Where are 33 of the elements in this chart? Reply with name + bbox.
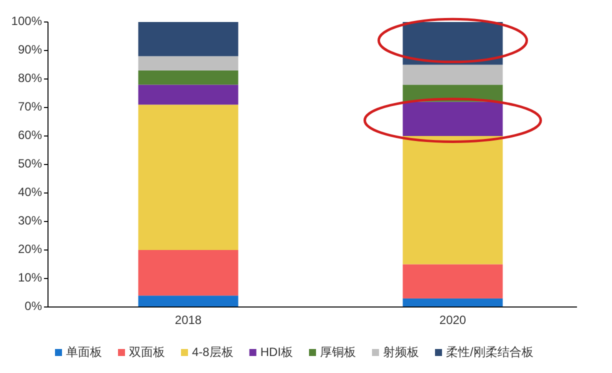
y-tick-label: 90% [18,42,42,57]
bar [138,22,238,56]
bar [402,102,503,136]
bar [138,56,238,70]
y-tick-label: 80% [18,71,42,86]
bar [138,250,238,296]
legend-label: 双面板 [129,345,165,360]
y-tick-label: 10% [18,270,42,285]
y-tick-label: 30% [18,214,42,228]
bar [402,298,503,307]
bar [402,64,503,85]
legend-label: 单面板 [66,345,102,360]
bar [138,104,238,250]
bar [402,22,503,65]
y-tick-label: 50% [18,156,42,171]
legend-label: 柔性/刚柔结合板 [446,345,534,360]
y-tick-label: 40% [18,185,42,200]
legend-label: 射频板 [383,345,420,360]
bar [402,136,503,264]
bar [402,264,503,298]
y-tick-label: 0% [24,299,42,314]
legend-label: 厚铜板 [320,345,356,360]
bar [138,84,238,105]
y-tick-label: 20% [18,242,42,256]
x-tick-label: 2018 [174,313,202,328]
bar [138,70,238,85]
legend-label: 4-8层板 [192,345,234,360]
y-tick-label: 70% [18,100,42,114]
y-tick-label: 100% [11,14,42,28]
legend-label: HDI板 [260,345,294,360]
x-tick-label: 2020 [439,313,466,328]
y-tick-label: 60% [18,128,42,142]
bar [138,296,238,307]
